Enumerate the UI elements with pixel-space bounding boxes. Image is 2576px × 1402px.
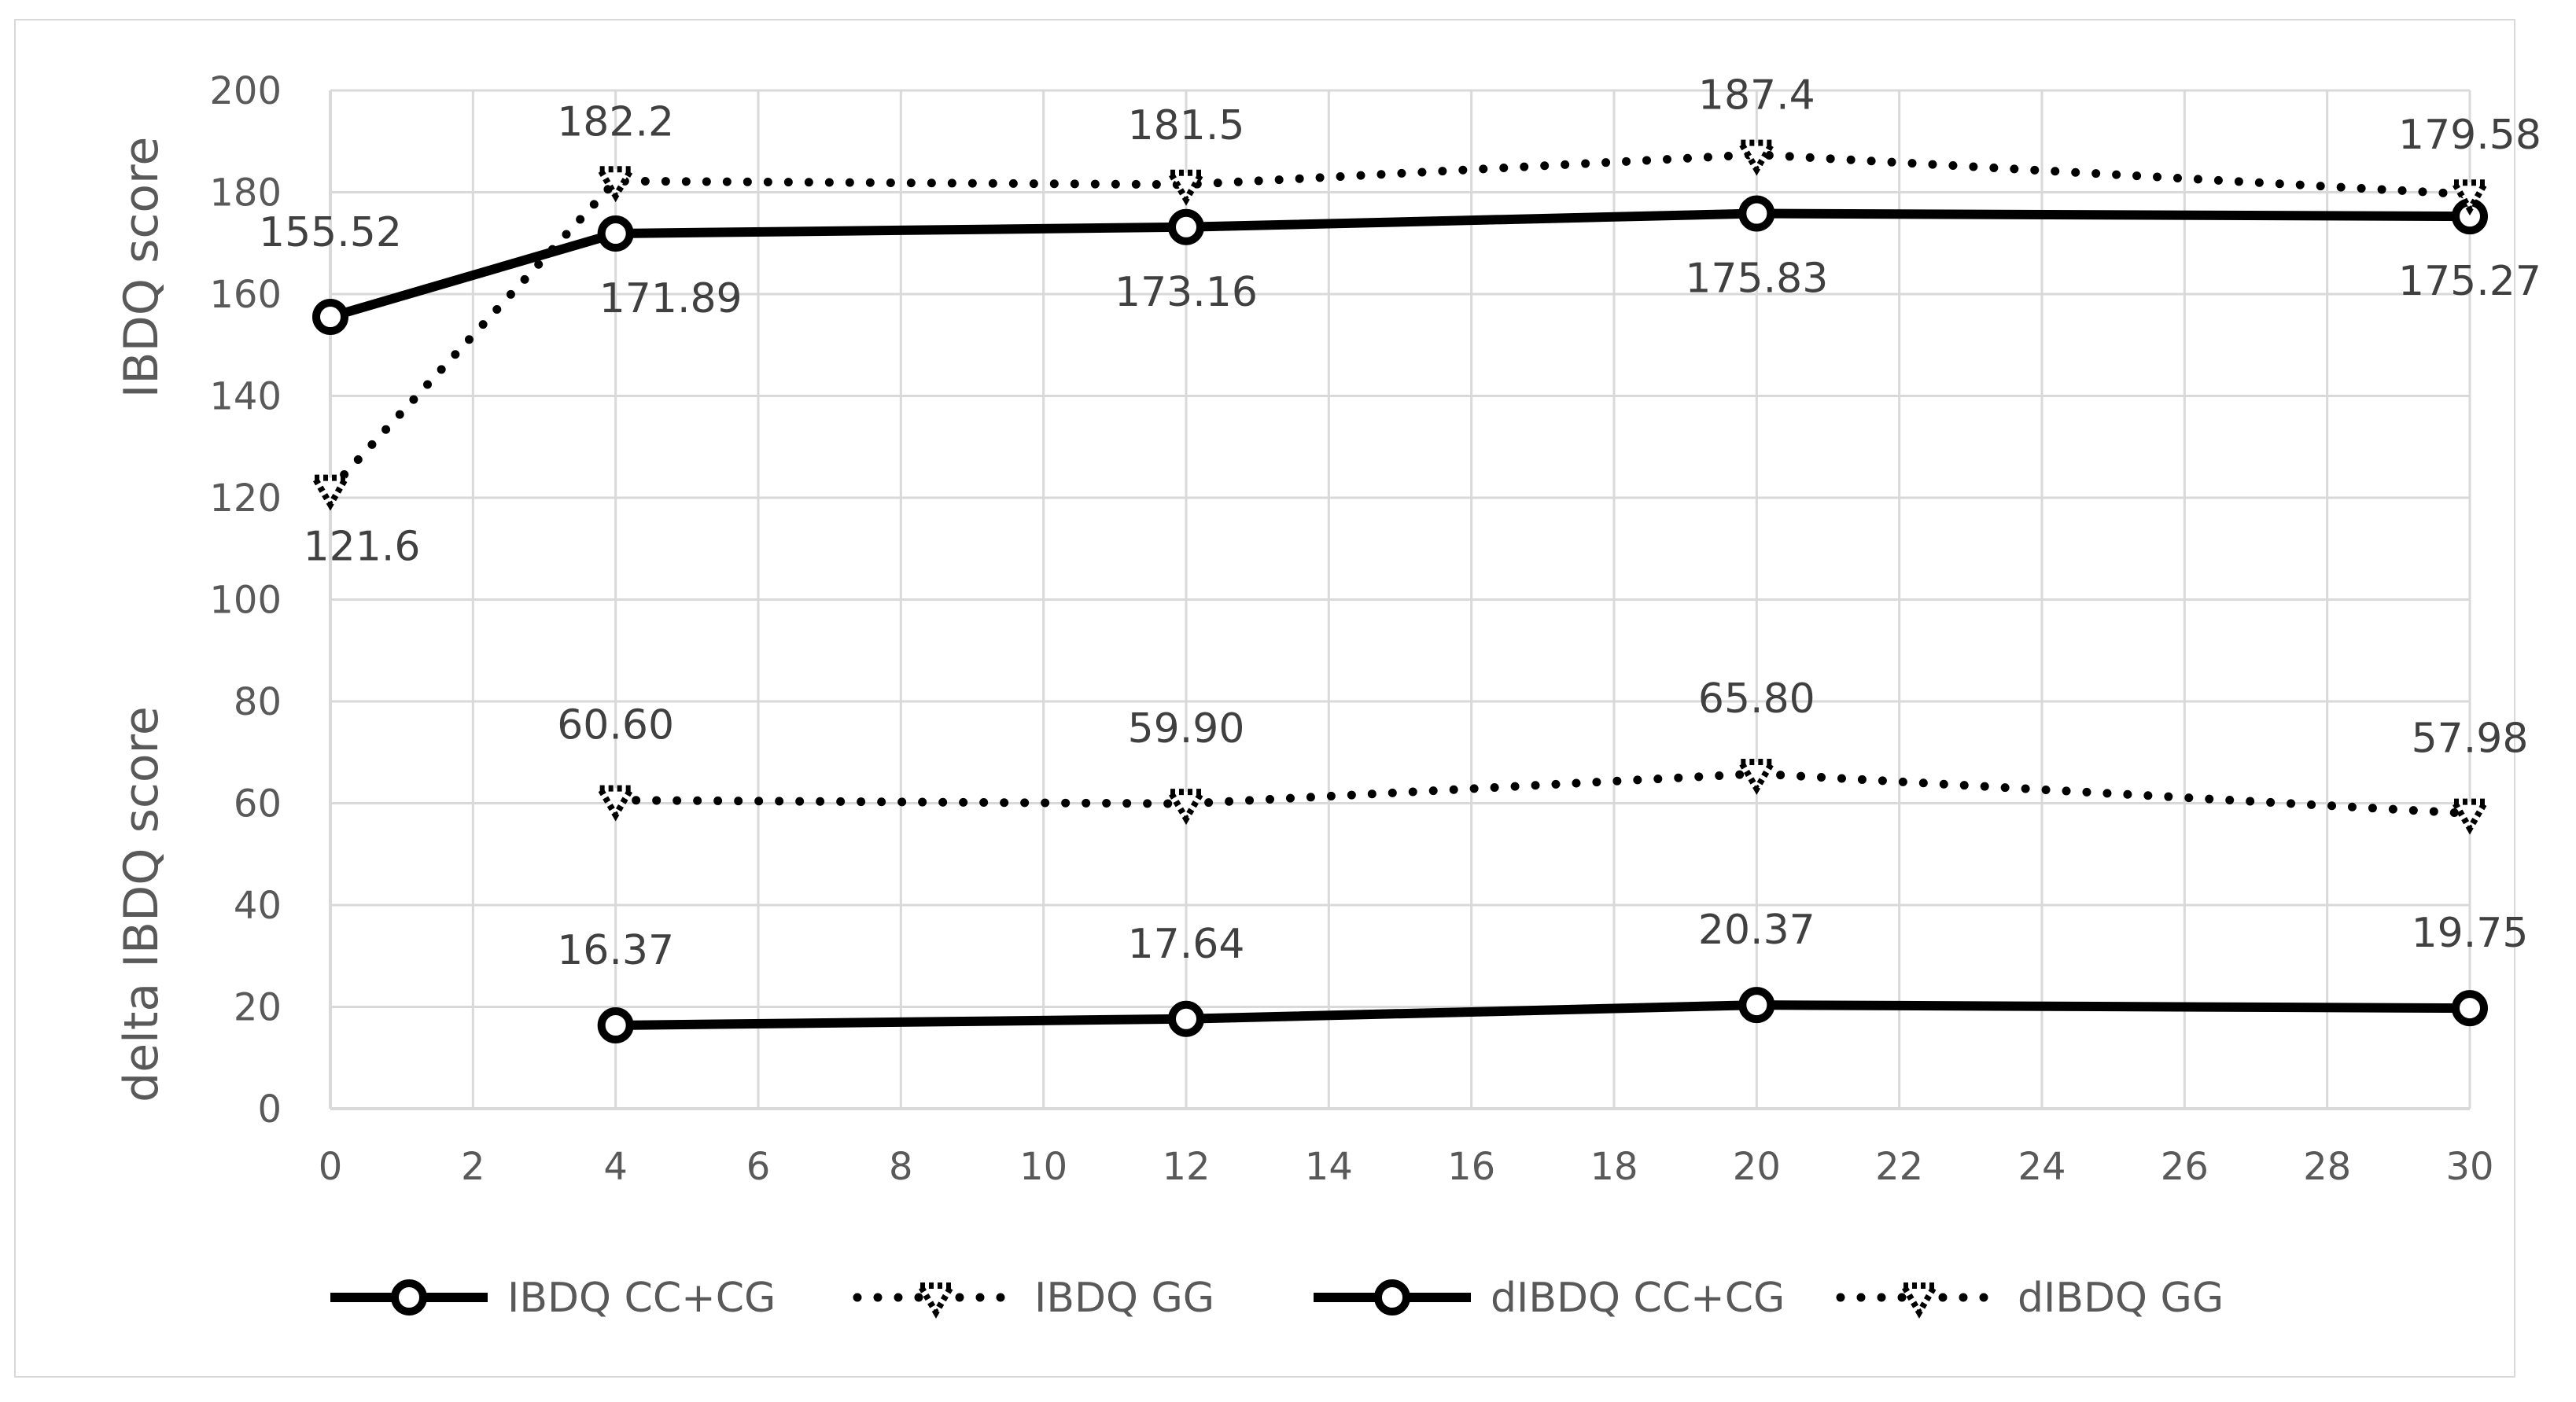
x-tick-label: 24 [2018, 1145, 2066, 1189]
data-label: 171.89 [599, 275, 743, 322]
y-tick-label: 120 [209, 477, 282, 521]
y-tick-label: 100 [209, 579, 282, 623]
data-point [597, 215, 634, 252]
y-axis-title-lower: delta IBDQ score [114, 706, 169, 1102]
data-label: 17.64 [1128, 921, 1245, 968]
data-label: 16.37 [557, 927, 674, 974]
y-tick-label: 0 [257, 1087, 282, 1132]
x-tick-label: 0 [319, 1145, 343, 1189]
x-tick-label: 26 [2161, 1145, 2209, 1189]
data-label: 175.27 [2398, 258, 2541, 305]
legend-marker [1898, 1282, 1940, 1319]
y-tick-label: 80 [234, 680, 282, 724]
series-line [611, 769, 2475, 819]
legend-marker [915, 1282, 957, 1319]
data-point [309, 474, 352, 511]
data-point [594, 166, 637, 203]
data-label: 182.2 [557, 98, 674, 145]
data-label: 20.37 [1698, 907, 1815, 954]
series [309, 139, 2491, 1044]
y-axis-title-upper: IBDQ score [114, 137, 169, 399]
x-tick-label: 4 [603, 1145, 628, 1189]
data-label: 65.80 [1698, 675, 1815, 723]
data-point [1738, 195, 1775, 232]
y-tick-label: 200 [209, 69, 282, 113]
data-label: 173.16 [1115, 269, 1258, 316]
data-point [1738, 987, 1775, 1024]
legend-label: dIBDQ GG [2018, 1275, 2224, 1322]
x-tick-label: 28 [2303, 1145, 2351, 1189]
data-point [1168, 1000, 1204, 1037]
data-point [1735, 758, 1778, 795]
legend-label: dIBDQ CC+CG [1491, 1275, 1785, 1322]
y-tick-label: 160 [209, 273, 282, 317]
data-point [594, 785, 637, 822]
data-label: 57.98 [2412, 716, 2529, 763]
chart-frame [14, 19, 2515, 1378]
x-tick-label: 18 [1590, 1145, 1638, 1189]
x-tick-label: 2 [461, 1145, 485, 1189]
x-tick-label: 6 [746, 1145, 771, 1189]
series-dibdq-gg [594, 758, 2491, 835]
data-label: 175.83 [1685, 256, 1828, 303]
data-label: 19.75 [2412, 910, 2529, 957]
x-tick-label: 22 [1875, 1145, 1923, 1189]
data-label: 60.60 [557, 702, 674, 749]
x-tick-label: 30 [2445, 1145, 2493, 1189]
data-point [1165, 789, 1207, 826]
data-label: 181.5 [1128, 102, 1245, 149]
data-point [312, 299, 348, 336]
legend-label: IBDQ GG [1034, 1275, 1214, 1322]
x-tick-label: 20 [1733, 1145, 1781, 1189]
data-point [1165, 169, 1207, 206]
data-label: 59.90 [1128, 705, 1245, 753]
legend-item: dIBDQ GG [1836, 1275, 2224, 1322]
data-label: 187.4 [1698, 72, 1815, 120]
series-ibdq-cc-cg [312, 195, 2488, 336]
y-tick-label: 60 [234, 782, 282, 826]
y-tick-label: 140 [209, 375, 282, 419]
data-label: 179.58 [2398, 112, 2541, 159]
legend-item: IBDQ GG [853, 1275, 1214, 1322]
data-point [2449, 179, 2491, 216]
series-dibdq-cc-cg [597, 987, 2488, 1044]
series-line [615, 1000, 2471, 1031]
legend-marker [1374, 1279, 1410, 1316]
data-labels: 155.52 171.89 173.16 175.83 175.27 121.6 182.2… [259, 72, 2541, 974]
data-label: 121.6 [304, 524, 421, 571]
legend-label: IBDQ CC+CG [507, 1275, 776, 1322]
data-label: 155.52 [259, 209, 402, 256]
data-point [2452, 990, 2488, 1027]
axes [329, 90, 2470, 1110]
y-tick-label: 20 [234, 986, 282, 1030]
x-tick-label: 14 [1305, 1145, 1353, 1189]
x-tick-label: 16 [1447, 1145, 1495, 1189]
data-point [1735, 139, 1778, 176]
x-tick-label: 10 [1019, 1145, 1067, 1189]
legend-marker [391, 1279, 427, 1316]
y-tick-label: 40 [234, 884, 282, 928]
series-ibdq-gg [309, 139, 2491, 511]
series-line [326, 150, 2475, 495]
x-tick-label: 12 [1162, 1145, 1210, 1189]
data-point [1168, 208, 1204, 245]
data-point [597, 1007, 634, 1044]
legend-item: dIBDQ CC+CG [1314, 1275, 1785, 1322]
legend: IBDQ CC+CG IBDQ GG dIBDQ CC+CG dIBDQ GG [330, 1275, 2224, 1322]
data-point [2449, 798, 2491, 835]
x-tick-label: 8 [889, 1145, 913, 1189]
y-tick-label: 180 [209, 171, 282, 215]
legend-item: IBDQ CC+CG [330, 1275, 776, 1322]
